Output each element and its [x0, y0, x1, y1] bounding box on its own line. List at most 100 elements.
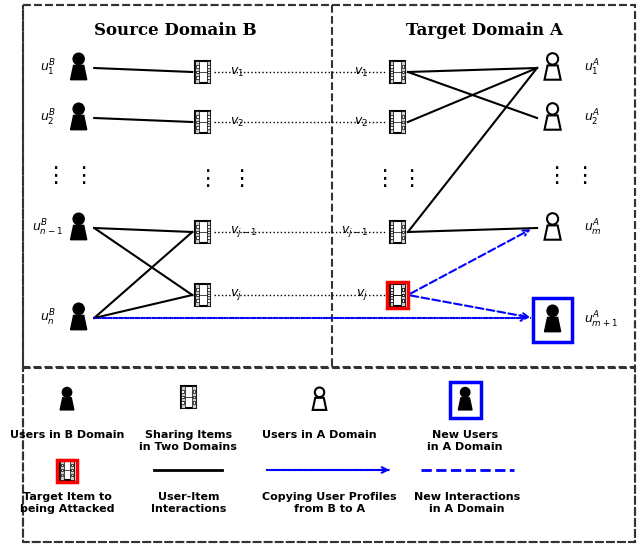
Text: $\vdots$: $\vdots$ [400, 167, 414, 189]
Bar [401, 299, 404, 302]
Bar [61, 469, 63, 471]
Circle shape [62, 387, 72, 397]
Text: $u_1^B$: $u_1^B$ [40, 58, 56, 78]
Bar [207, 71, 210, 73]
Text: New Users
in A Domain: New Users in A Domain [428, 430, 503, 452]
Bar [182, 390, 184, 393]
Text: $v_2$: $v_2$ [354, 115, 368, 129]
Text: $u_m^A$: $u_m^A$ [584, 218, 602, 238]
Bar [195, 284, 211, 306]
Text: $u_1^A$: $u_1^A$ [584, 58, 600, 78]
Bar [196, 126, 198, 129]
Bar [390, 221, 394, 243]
Bar [195, 221, 199, 243]
Bar [401, 284, 404, 306]
Bar [196, 115, 198, 118]
Text: $\vdots$: $\vdots$ [230, 167, 244, 189]
Polygon shape [313, 398, 326, 410]
Bar [401, 284, 404, 306]
Bar [196, 225, 198, 228]
Bar [390, 225, 393, 228]
Bar [207, 111, 211, 133]
Bar [450, 382, 481, 418]
Text: $u_{n-1}^B$: $u_{n-1}^B$ [32, 218, 63, 238]
Text: $v_j$: $v_j$ [356, 288, 368, 302]
Polygon shape [545, 225, 561, 240]
Bar [390, 288, 393, 291]
Text: Target Domain A: Target Domain A [406, 22, 563, 39]
Bar [71, 469, 74, 471]
Polygon shape [70, 115, 87, 130]
Bar [390, 284, 394, 306]
Text: $v_2$: $v_2$ [230, 115, 244, 129]
Text: $v_1$: $v_1$ [230, 66, 244, 79]
Circle shape [547, 213, 558, 225]
Bar [390, 231, 393, 234]
Bar [207, 221, 211, 243]
Bar [401, 65, 404, 68]
Polygon shape [545, 115, 561, 130]
Bar [181, 386, 196, 408]
Bar [401, 294, 404, 296]
Bar [207, 126, 210, 129]
Text: New Interactions
in A Domain: New Interactions in A Domain [414, 492, 520, 514]
Polygon shape [545, 66, 561, 80]
Circle shape [547, 305, 558, 317]
Bar [390, 236, 393, 239]
Bar [401, 126, 404, 129]
Bar [390, 284, 404, 306]
Text: Sharing Items
in Two Domains: Sharing Items in Two Domains [140, 430, 237, 452]
Bar [207, 115, 210, 118]
Bar [401, 236, 404, 239]
Bar [182, 401, 184, 404]
Bar [401, 299, 404, 302]
Bar [207, 61, 211, 83]
Text: $\vdots$: $\vdots$ [196, 167, 210, 189]
Bar [401, 121, 404, 123]
Bar [193, 395, 195, 398]
Bar [181, 386, 185, 408]
Bar [401, 111, 404, 133]
Circle shape [73, 53, 84, 65]
Bar [61, 464, 63, 466]
Bar [390, 294, 393, 296]
Bar [207, 236, 210, 239]
Text: Target Item to
being Attacked: Target Item to being Attacked [20, 492, 115, 514]
Bar [390, 65, 393, 68]
Bar [196, 71, 198, 73]
Bar [196, 299, 198, 302]
Bar [207, 65, 210, 68]
Polygon shape [70, 316, 87, 330]
Bar [390, 299, 393, 302]
Bar [196, 76, 198, 79]
Bar [387, 282, 408, 308]
Bar [401, 225, 404, 228]
Bar [207, 284, 211, 306]
Text: $v_1$: $v_1$ [354, 66, 368, 79]
Text: User-Item
Interactions: User-Item Interactions [150, 492, 226, 514]
Bar [390, 111, 394, 133]
Bar [58, 460, 77, 482]
Bar [390, 294, 393, 296]
Text: Users in B Domain: Users in B Domain [10, 430, 124, 440]
Circle shape [461, 387, 470, 397]
Bar [70, 460, 74, 480]
Bar [207, 121, 210, 123]
Polygon shape [60, 398, 74, 410]
Bar [390, 126, 393, 129]
Bar [390, 288, 393, 291]
Text: Copying User Profiles
from B to A: Copying User Profiles from B to A [262, 492, 397, 514]
Polygon shape [458, 398, 472, 410]
Bar [196, 236, 198, 239]
Bar [207, 294, 210, 296]
Bar [390, 76, 393, 79]
Bar [207, 288, 210, 291]
Bar [401, 231, 404, 234]
Bar [207, 76, 210, 79]
Bar [401, 71, 404, 73]
Bar [23, 368, 635, 542]
Text: $v_j$: $v_j$ [230, 288, 242, 302]
Circle shape [547, 53, 558, 65]
Bar [196, 65, 198, 68]
Bar [390, 284, 404, 306]
